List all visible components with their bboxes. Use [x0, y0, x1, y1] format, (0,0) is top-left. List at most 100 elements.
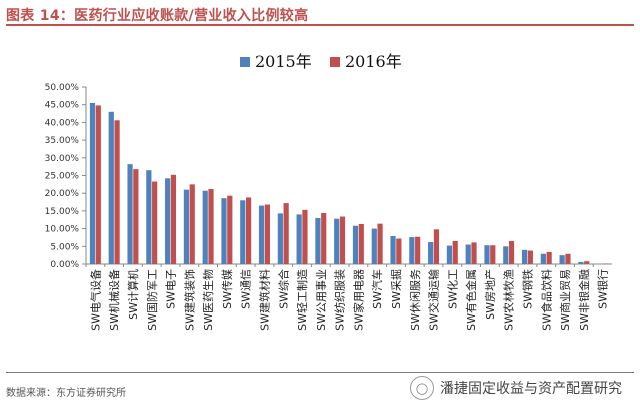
- bar-2015年-SW电气设备: [89, 102, 96, 265]
- bar-2016年-SW公用事业: [321, 213, 327, 264]
- x-category-label: SW农林牧渔: [502, 269, 516, 331]
- bar-2015年-SW食品饮料: [540, 253, 546, 264]
- bar-2016年-SW有色金属: [471, 242, 477, 264]
- chat-bubble-icon: ◯: [410, 376, 434, 400]
- x-category-label: SW商业贸易: [558, 269, 572, 331]
- bar-2016年-SW电气设备: [95, 105, 101, 264]
- y-tick-label: 5.00%: [50, 242, 79, 252]
- bar-2015年-SW家用电器: [352, 225, 359, 264]
- bar-2015年-SW化工: [446, 245, 453, 264]
- x-category-label: SW机械设备: [107, 269, 121, 331]
- y-tick-label: 50.00%: [45, 83, 80, 93]
- bar-2016年-SW食品饮料: [546, 251, 552, 264]
- bar-2016年-SW综合: [283, 203, 289, 264]
- watermark: ◯ 潘捷固定收益与资产配置研究: [410, 376, 622, 400]
- x-category-label: SW化工: [445, 269, 459, 309]
- bar-2015年-SW通信: [240, 200, 246, 264]
- bar-2015年-SW休闲服务: [409, 237, 415, 264]
- bar-2016年-SW汽车: [377, 223, 383, 264]
- title-underline: [6, 24, 634, 26]
- y-tick-label: 10.00%: [45, 225, 80, 235]
- x-category-label: SW公用事业: [315, 269, 328, 331]
- bar-2015年-SW建筑装饰: [183, 189, 190, 264]
- y-tick-label: 30.00%: [45, 154, 80, 164]
- x-category-label: SW交通运输: [427, 269, 441, 331]
- bar-2016年-SW休闲服务: [415, 236, 421, 264]
- x-category-label: SW钢铁: [521, 269, 534, 309]
- legend-swatch-2015年: [240, 57, 250, 67]
- bar-2016年-SW建筑材料: [264, 204, 270, 264]
- bar-2016年-SW商业贸易: [565, 253, 571, 264]
- x-category-label: SW休闲服务: [408, 269, 422, 331]
- bar-2015年-SW传媒: [221, 198, 227, 264]
- bar-2015年-SW钢铁: [521, 249, 528, 264]
- x-category-label: SW综合: [276, 269, 290, 309]
- legend-label: 2016年: [345, 52, 402, 71]
- x-category-label: SW银行: [596, 269, 610, 309]
- x-category-label: SW纺织服装: [333, 269, 347, 331]
- x-category-label: SW房地产: [483, 269, 497, 320]
- legend-label: 2015年: [255, 52, 312, 71]
- bar-2016年-SW交通运输: [433, 229, 440, 264]
- x-category-label: SW建筑装饰: [182, 269, 196, 331]
- bar-2016年-SW电子: [170, 174, 177, 264]
- y-tick-label: 25.00%: [45, 172, 80, 182]
- x-category-label: SW国防军工: [145, 269, 159, 331]
- bar-2015年-SW汽车: [371, 228, 377, 264]
- bar-2015年-SW医药生物: [202, 190, 208, 264]
- x-category-label: SW建筑材料: [257, 269, 271, 331]
- bar-2015年-SW公用事业: [315, 217, 321, 264]
- bar-2015年-SW商业贸易: [559, 255, 565, 264]
- bar-2016年-SW钢铁: [527, 250, 533, 264]
- y-tick-label: 20.00%: [45, 189, 80, 199]
- y-tick-label: 45.00%: [45, 101, 80, 111]
- y-tick-label: 15.00%: [45, 207, 80, 217]
- bar-2015年-SW建筑材料: [258, 205, 265, 264]
- bar-2015年-SW有色金属: [465, 244, 471, 264]
- bar-2016年-SW家用电器: [358, 224, 364, 264]
- x-category-label: SW通信: [240, 269, 253, 309]
- x-category-label: SW医药生物: [201, 269, 215, 331]
- bar-2015年-SW交通运输: [428, 242, 434, 264]
- bar-2016年-SW通信: [245, 197, 252, 264]
- legend-swatch-2016年: [330, 57, 340, 67]
- y-tick-label: 35.00%: [45, 136, 80, 146]
- x-category-label: SW采掘: [389, 269, 403, 309]
- footer-divider: [6, 372, 634, 373]
- bar-2015年-SW综合: [277, 213, 283, 264]
- bar-2015年-SW采掘: [390, 236, 396, 264]
- x-category-label: SW汽车: [370, 269, 384, 309]
- bar-2015年-SW农林牧渔: [503, 246, 509, 264]
- bar-2016年-SW纺织服装: [339, 216, 346, 264]
- x-category-label: SW有色金属: [464, 269, 478, 331]
- bar-2016年-SW农林牧渔: [508, 240, 515, 264]
- x-category-label: SW电子: [165, 269, 178, 309]
- bar-2016年-SW建筑装饰: [189, 184, 195, 264]
- x-category-label: SW家用电器: [351, 269, 365, 331]
- bar-2015年-SW机械设备: [108, 111, 114, 264]
- bar-2015年-SW电子: [165, 178, 171, 264]
- bar-chart: 0.00% 5.00% 10.00% 15.00% 20.00% 25.00% 30.00%…: [45, 52, 612, 331]
- bar-2016年-SW房地产: [490, 245, 496, 264]
- bar-2016年-SW计算机: [133, 169, 139, 264]
- bar-2016年-SW采掘: [396, 238, 402, 264]
- bar-2016年-SW轻工制造: [302, 209, 308, 264]
- x-category-label: SW电气设备: [88, 269, 102, 331]
- figure-title: 图表 14：医药行业应收账款/营业收入比例较高: [6, 8, 309, 24]
- bar-2015年-SW纺织服装: [334, 218, 340, 264]
- x-category-label: SW传媒: [221, 269, 234, 309]
- bar-2015年-SW国防军工: [146, 170, 152, 264]
- bar-2016年-SW传媒: [227, 195, 233, 264]
- bar-2016年-SW国防军工: [152, 181, 158, 264]
- x-category-label: SW轻工制造: [295, 269, 309, 331]
- bar-2015年-SW计算机: [127, 164, 133, 264]
- bar-2016年-SW机械设备: [114, 120, 120, 264]
- x-category-label: SW非银金融: [577, 269, 591, 331]
- bar-2016年-SW非银金融: [584, 261, 590, 264]
- y-tick-label: 0.00%: [50, 260, 79, 270]
- figure-header: 图表 14：医药行业应收账款/营业收入比例较高: [0, 0, 640, 26]
- x-category-label: SW食品饮料: [539, 269, 553, 331]
- bar-2015年-SW房地产: [484, 245, 490, 264]
- figure-footer: 数据来源：东方证券研究所 ◯ 潘捷固定收益与资产配置研究: [0, 372, 640, 411]
- source-note: 数据来源：东方证券研究所: [6, 388, 126, 399]
